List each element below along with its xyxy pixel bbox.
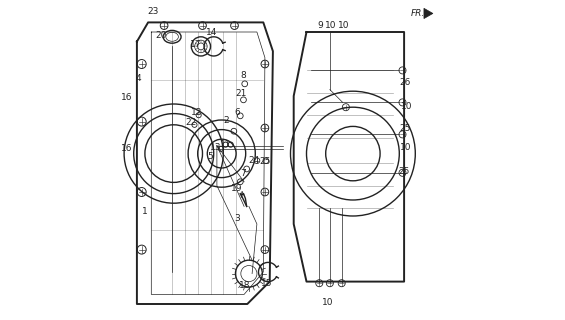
Polygon shape (424, 8, 433, 19)
Text: 5: 5 (207, 152, 214, 161)
Text: 21: 21 (236, 89, 247, 98)
Text: 25: 25 (398, 167, 410, 176)
Text: 8: 8 (240, 71, 246, 80)
Text: 16: 16 (120, 144, 132, 153)
Text: 1: 1 (142, 207, 148, 216)
Text: 6: 6 (234, 108, 240, 117)
Text: 9: 9 (318, 21, 323, 30)
Text: 15: 15 (262, 279, 273, 288)
Text: FR.: FR. (411, 9, 425, 18)
Text: 22: 22 (186, 118, 197, 127)
Text: 20: 20 (155, 31, 167, 40)
Text: 16: 16 (120, 93, 132, 102)
Text: 12: 12 (191, 108, 202, 117)
Text: 10: 10 (400, 143, 411, 152)
Text: 10: 10 (325, 21, 337, 30)
Text: 10: 10 (338, 21, 350, 30)
Text: 26: 26 (399, 78, 411, 87)
Text: 10: 10 (401, 102, 412, 111)
Text: 3: 3 (234, 214, 240, 223)
Text: 19: 19 (231, 184, 243, 193)
Text: 24: 24 (249, 156, 260, 165)
Text: 23: 23 (147, 7, 159, 16)
Text: 17: 17 (190, 40, 201, 49)
Text: 25: 25 (259, 157, 270, 166)
Text: 14: 14 (206, 28, 217, 36)
Text: 11: 11 (220, 140, 231, 148)
Text: 4: 4 (136, 74, 141, 83)
Text: 10: 10 (322, 298, 334, 307)
Text: 25: 25 (399, 124, 410, 132)
Text: 7: 7 (241, 169, 246, 178)
Text: 18: 18 (239, 281, 250, 290)
Text: 13: 13 (210, 143, 221, 152)
Text: 2: 2 (224, 116, 229, 124)
